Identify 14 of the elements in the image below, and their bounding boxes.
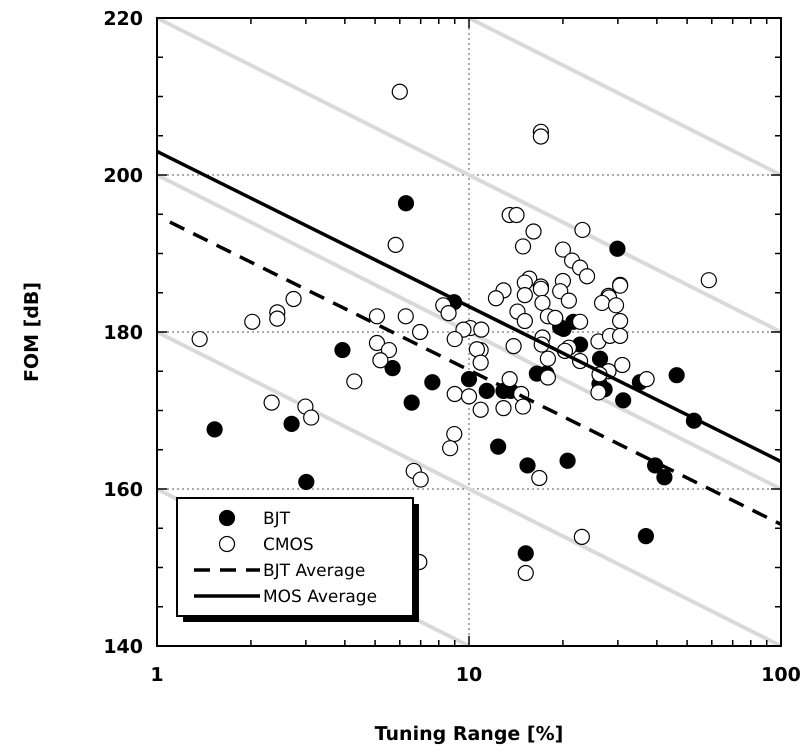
y-tick-label: 220 [103, 8, 143, 30]
legend-label: BJT [263, 509, 291, 529]
y-tick-label: 180 [103, 322, 143, 344]
legend-label: BJT Average [263, 561, 366, 581]
y-tick-label: 160 [103, 479, 143, 501]
x-tick-label: 10 [456, 664, 482, 686]
y-tick-label: 200 [103, 165, 143, 187]
x-tick-label: 1 [150, 664, 164, 686]
y-tick-label: 140 [103, 636, 143, 658]
legend-label: MOS Average [263, 587, 378, 607]
y-axis-title: FOM [dB] [21, 282, 43, 382]
x-tick-label: 100 [761, 664, 801, 686]
x-axis-title: Tuning Range [%] [374, 723, 564, 745]
legend-label: CMOS [263, 535, 314, 555]
